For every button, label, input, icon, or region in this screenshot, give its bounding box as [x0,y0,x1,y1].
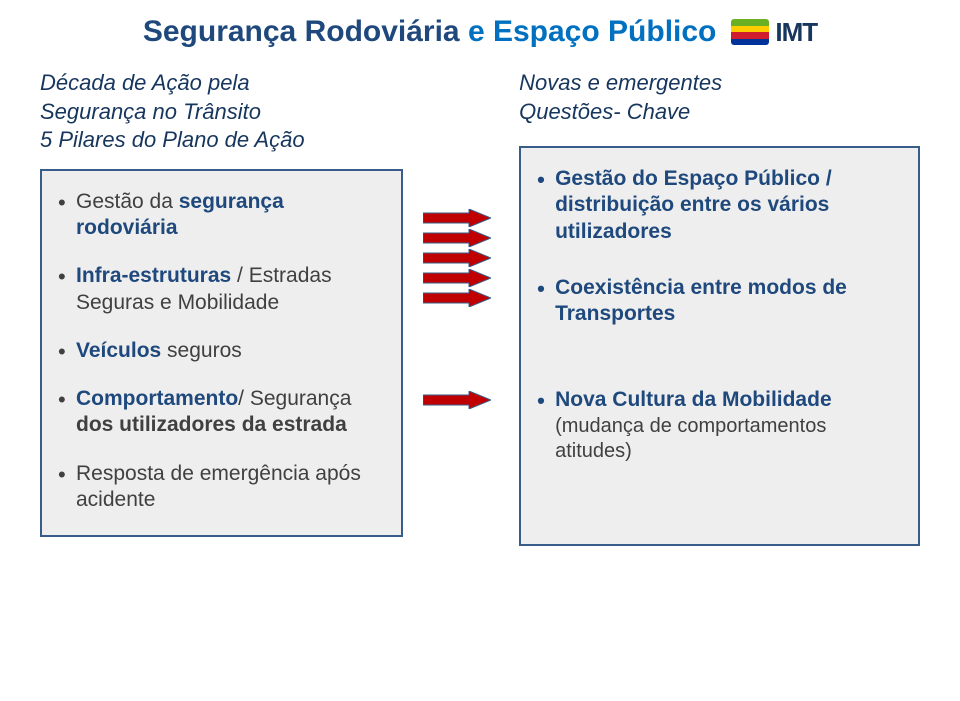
right-list: Gestão do Espaço Público / distribuição … [537,166,902,464]
right-item-2: Coexistência entre modos de Transportes [537,275,902,328]
li3-post: seguros [161,339,242,362]
ri2-main: Coexistência entre modos de Transportes [555,276,847,325]
left-item-4: Comportamento/ Segurança dos utilizadore… [58,386,385,439]
li5-pre: Resposta de emergência após acidente [76,462,361,511]
arrow-icon [423,209,491,227]
right-sub-l1: Novas e emergentes [519,70,722,95]
left-sub-l2: Segurança no Trânsito [40,99,261,124]
left-list: Gestão da segurança rodoviária Infra-est… [58,189,385,513]
arrow-icon [423,229,491,247]
right-item-1: Gestão do Espaço Público / distribuição … [537,166,902,245]
right-column: Novas e emergentes Questões- Chave Gestã… [519,69,920,546]
left-panel: Gestão da segurança rodoviária Infra-est… [40,169,403,537]
left-item-5: Resposta de emergência após acidente [58,461,385,514]
arrow-icon [423,269,491,287]
arrow-icon [423,249,491,267]
left-sub-l1: Década de Ação pela [40,70,250,95]
right-panel: Gestão do Espaço Público / distribuição … [519,146,920,546]
title-part-1: Segurança Rodoviária [143,15,460,48]
left-item-3: Veículos seguros [58,338,385,364]
ri3-sub: (mudança de comportamentos atitudes) [555,414,902,464]
page-title: Segurança Rodoviária e Espaço Público [143,15,717,49]
right-sub-l2: Questões- Chave [519,99,690,124]
li4-bold2: dos utilizadores da estrada [76,413,347,436]
li2-bold: Infra-estruturas [76,264,231,287]
left-subtitle: Década de Ação pela Segurança no Trânsit… [40,69,403,155]
left-item-1: Gestão da segurança rodoviária [58,189,385,242]
flag-stripe-4 [731,39,769,46]
ri3-main: Nova Cultura da Mobilidade [555,388,832,411]
li3-bold: Veículos [76,339,161,362]
title-part-2: e Espaço Público [460,15,717,48]
li4-post: / Segurança [238,387,351,410]
li1-pre: Gestão da [76,190,179,213]
left-column: Década de Ação pela Segurança no Trânsit… [40,69,403,537]
left-item-2: Infra-estruturas / Estradas Seguras e Mo… [58,263,385,316]
right-subtitle: Novas e emergentes Questões- Chave [519,69,920,126]
left-sub-l3: 5 Pilares do Plano de Ação [40,127,305,152]
arrow-icon [423,391,491,409]
arrows-column [423,69,499,414]
arrow-icon [423,289,491,307]
ri1-main: Gestão do Espaço Público / distribuição … [555,167,832,243]
logo-text: IMT [775,17,817,48]
header: Segurança Rodoviária e Espaço Público IM… [0,0,960,69]
arrow-group-1 [423,209,499,307]
logo: IMT [731,17,817,48]
logo-flag [731,19,769,45]
content: Década de Ação pela Segurança no Trânsit… [0,69,960,546]
right-item-3: Nova Cultura da Mobilidade (mudança de c… [537,387,902,463]
li4-bold: Comportamento [76,387,238,410]
